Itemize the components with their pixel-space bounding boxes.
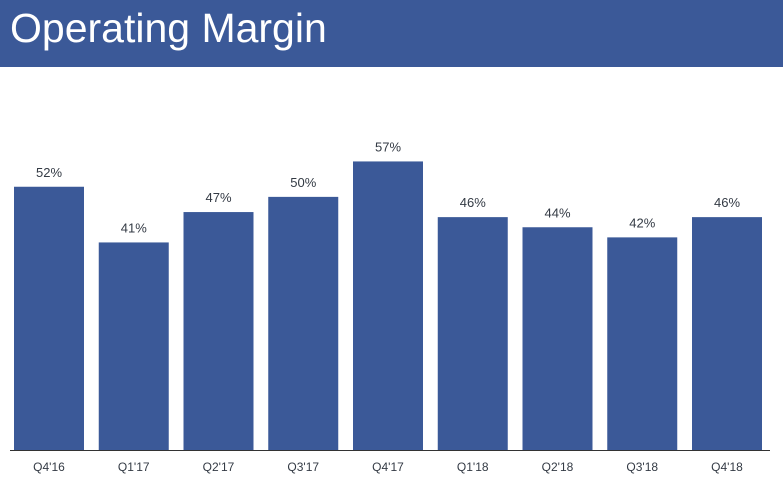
- bar-0: [14, 186, 84, 450]
- data-label-1: 41%: [121, 220, 147, 235]
- x-tick-label-0: Q4'16: [33, 460, 65, 474]
- x-tick-label-1: Q1'17: [118, 460, 150, 474]
- bar-1: [98, 242, 169, 450]
- x-tick-label-4: Q4'17: [372, 460, 404, 474]
- data-label-6: 44%: [544, 205, 570, 220]
- x-tick-label-8: Q4'18: [711, 460, 743, 474]
- x-tick-label-3: Q3'17: [287, 460, 319, 474]
- data-label-8: 46%: [714, 195, 740, 210]
- x-tick-label-2: Q2'17: [203, 460, 235, 474]
- bar-3: [268, 196, 339, 450]
- data-label-2: 47%: [205, 190, 231, 205]
- x-tick-label-7: Q3'18: [626, 460, 658, 474]
- bar-7: [607, 237, 678, 450]
- data-label-4: 57%: [375, 139, 401, 154]
- title-band: Operating Margin: [0, 0, 783, 67]
- bar-4: [353, 161, 423, 450]
- bar-6: [522, 227, 593, 450]
- data-label-5: 46%: [460, 195, 486, 210]
- page-title: Operating Margin: [10, 5, 327, 51]
- bar-5: [437, 217, 508, 450]
- x-tick-label-5: Q1'18: [457, 460, 489, 474]
- bar-8: [692, 217, 762, 450]
- data-label-0: 52%: [36, 165, 62, 180]
- data-label-7: 42%: [629, 215, 655, 230]
- bar-2: [183, 212, 254, 450]
- x-tick-label-6: Q2'18: [542, 460, 574, 474]
- data-label-3: 50%: [290, 175, 316, 190]
